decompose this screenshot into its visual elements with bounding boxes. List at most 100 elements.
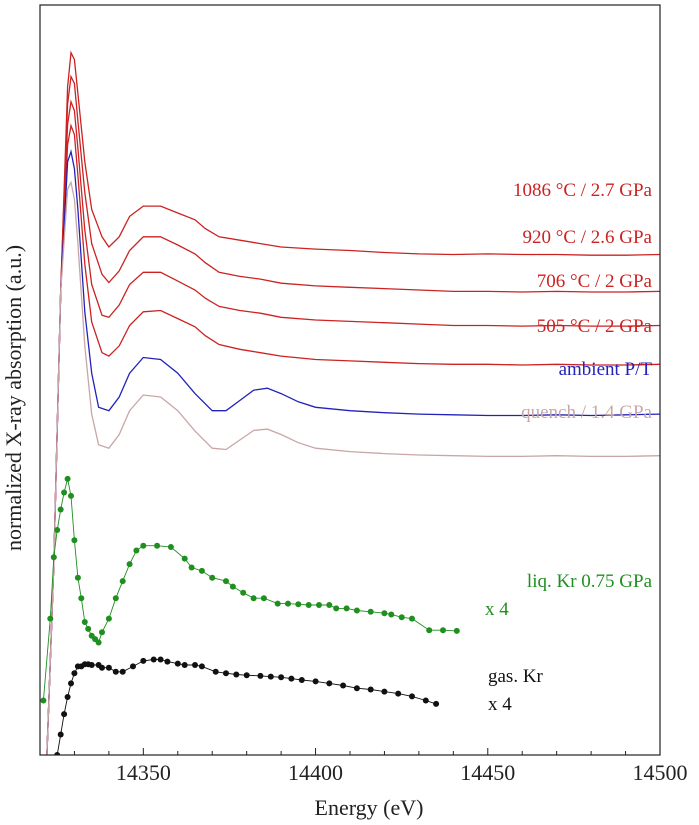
data-point	[68, 680, 74, 687]
data-point	[68, 492, 74, 499]
data-point	[126, 561, 133, 568]
data-point	[367, 608, 374, 615]
data-point	[78, 595, 85, 602]
series-label-920-c-2-6-gpa: 920 °C / 2.6 GPa	[522, 227, 652, 248]
data-point	[367, 686, 374, 693]
data-point	[88, 662, 95, 668]
data-point	[95, 639, 102, 646]
data-point	[47, 615, 54, 622]
data-point	[223, 578, 229, 585]
data-point	[326, 680, 333, 687]
data-point	[433, 700, 440, 707]
data-point	[260, 595, 267, 602]
series-label-gas-kr-x-4-line2: x 4	[488, 694, 512, 715]
data-point	[119, 668, 126, 675]
series-label-1086-c-2-7-gpa: 1086 °C / 2.7 GPa	[513, 180, 653, 201]
data-point	[229, 583, 236, 590]
data-point	[64, 694, 71, 700]
series-line-505-c-2-gpa	[46, 123, 660, 755]
x-tick-label: 14350	[116, 760, 171, 785]
data-point	[157, 656, 164, 663]
data-point	[198, 567, 205, 574]
series-labels: 1086 °C / 2.7 GPa 920 °C / 2.6 GPa 706 °C …	[485, 180, 653, 715]
data-point	[426, 627, 433, 634]
series-label-liq-kr-0-75-gpa-x-4: liq. Kr 0.75 GPa	[527, 571, 653, 592]
data-point	[174, 660, 181, 667]
data-point	[192, 662, 198, 668]
data-point	[74, 574, 81, 581]
data-point	[288, 675, 295, 682]
series-quench-1-4-gpa	[46, 180, 660, 755]
data-point	[312, 678, 319, 685]
data-point	[105, 615, 112, 622]
data-point	[243, 672, 250, 679]
data-point	[250, 595, 257, 602]
data-point	[105, 664, 112, 671]
data-point	[150, 656, 157, 663]
x-tick-label: 14450	[460, 760, 515, 785]
data-point	[388, 611, 395, 618]
series-line-706-c-2-gpa	[46, 99, 660, 755]
series-1086-c-2-7-gpa	[46, 50, 660, 755]
series-label-505-c-2-gpa: 505 °C / 2 GPa	[537, 316, 653, 337]
series-line-ambient-p-t	[46, 149, 660, 755]
series-label-liq-kr-0-75-gpa-x-4-line2: x 4	[485, 599, 509, 620]
data-point	[112, 595, 119, 602]
y-axis-title: normalized X-ray absorption (a.u.)	[1, 245, 26, 551]
data-point	[85, 625, 92, 632]
series-line-920-c-2-6-gpa	[46, 74, 660, 755]
x-tick-label: 14500	[633, 760, 688, 785]
series-label-ambient-p-t: ambient P/T	[559, 359, 653, 380]
data-point	[453, 627, 460, 634]
data-point	[64, 475, 71, 482]
data-point	[267, 673, 274, 680]
x-axis-title: Energy (eV)	[315, 795, 424, 820]
data-point	[112, 668, 119, 675]
series-920-c-2-6-gpa	[46, 74, 660, 755]
series-ambient-p-t	[46, 149, 660, 755]
series-gas-kr-x-4	[54, 656, 440, 755]
data-point	[167, 544, 174, 550]
data-point	[209, 574, 216, 581]
data-point	[119, 578, 126, 585]
data-point	[340, 682, 347, 689]
data-point	[130, 663, 136, 670]
data-point	[181, 662, 188, 668]
data-point	[57, 506, 64, 513]
data-point	[212, 668, 219, 675]
data-point	[409, 693, 415, 700]
plot-frame	[39, 4, 661, 756]
data-point	[164, 658, 171, 665]
data-point	[57, 731, 64, 738]
data-point	[257, 672, 264, 679]
data-point	[99, 664, 105, 671]
data-point	[50, 554, 57, 561]
data-point	[398, 614, 405, 621]
data-point	[316, 602, 322, 608]
series-line-quench-1-4-gpa	[46, 180, 660, 755]
data-point	[133, 547, 140, 554]
data-point	[99, 629, 105, 636]
series-label-quench-1-4-gpa: quench / 1.4 GPa	[521, 402, 652, 423]
data-point	[140, 657, 147, 664]
data-point	[188, 564, 195, 571]
data-point	[71, 537, 78, 544]
data-point	[422, 697, 429, 704]
data-point	[274, 600, 281, 607]
data-point	[198, 663, 205, 670]
series-liq-kr-0-75-gpa-x-4	[40, 475, 460, 704]
data-point	[278, 674, 285, 681]
data-point	[295, 601, 302, 608]
data-point	[353, 607, 360, 614]
data-point	[381, 610, 388, 617]
data-point	[298, 677, 305, 683]
data-point	[233, 671, 240, 678]
data-point	[395, 690, 402, 697]
data-point	[54, 527, 61, 533]
series-706-c-2-gpa	[46, 99, 660, 755]
data-point	[54, 752, 61, 755]
data-point	[381, 688, 388, 695]
data-point	[40, 697, 47, 704]
x-tick-label: 14400	[288, 760, 343, 785]
data-point	[223, 670, 229, 677]
